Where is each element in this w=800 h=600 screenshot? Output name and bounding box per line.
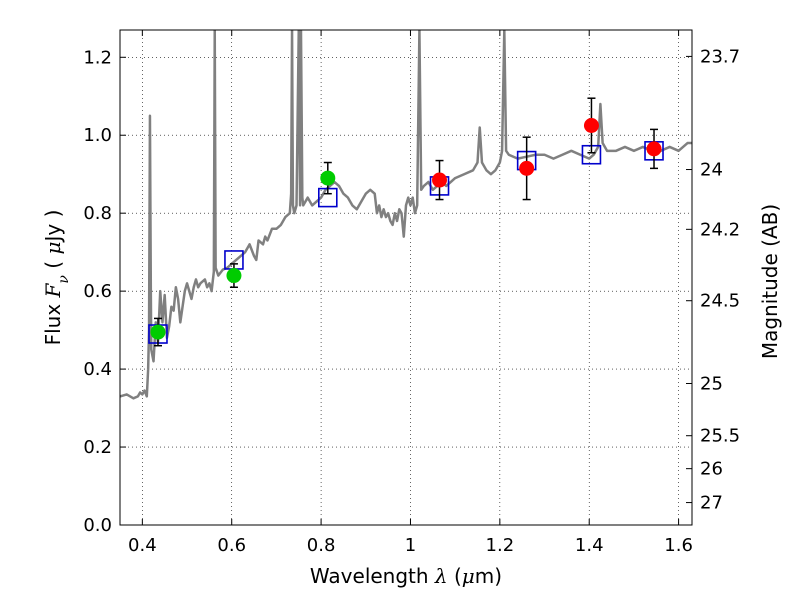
y-tick-label: 1.0 — [83, 125, 112, 146]
y2-axis-title: Magnitude (AB) — [758, 204, 782, 359]
y2-tick-label: 24 — [700, 160, 723, 181]
photometry-point — [646, 141, 662, 157]
y-tick-label: 1.2 — [83, 47, 112, 68]
y-tick-label: 0.2 — [83, 437, 112, 458]
photometry-point — [583, 117, 599, 133]
x-tick-label: 0.6 — [217, 535, 246, 556]
spectrum-line — [120, 30, 692, 400]
x-tick-label: 0.4 — [128, 535, 157, 556]
photometry-point — [320, 170, 336, 186]
y2-tick-label: 27 — [700, 493, 723, 514]
y-tick-label: 0.8 — [83, 203, 112, 224]
plot-frame — [119, 29, 693, 526]
photometry-point — [226, 268, 242, 284]
x-tick-label: 1.6 — [664, 535, 693, 556]
y-tick-label: 0.4 — [83, 359, 112, 380]
y2-tick-label: 25.5 — [700, 426, 740, 447]
x-tick-label: 1 — [405, 535, 416, 556]
x-tick-label: 0.8 — [307, 535, 336, 556]
ticks — [120, 30, 692, 526]
x-axis-title: Wavelength λ (μm) — [310, 564, 502, 588]
photometry-point — [432, 172, 448, 188]
y-tick-label: 0.0 — [83, 515, 112, 536]
photometry-point — [519, 160, 535, 176]
y-axis-title: Flux Fν ( μJy ) — [41, 210, 72, 346]
grid — [120, 30, 692, 526]
photometry-point — [150, 324, 166, 340]
y2-tick-label: 24.5 — [700, 291, 740, 312]
y2-tick-label: 26 — [700, 459, 723, 480]
y2-tick-label: 25 — [700, 373, 723, 394]
x-tick-label: 1.2 — [486, 535, 515, 556]
y2-tick-label: 24.2 — [700, 219, 740, 240]
y2-tick-label: 23.7 — [700, 46, 740, 67]
y-tick-label: 0.6 — [83, 281, 112, 302]
plot-area — [120, 30, 692, 400]
x-tick-label: 1.4 — [575, 535, 604, 556]
